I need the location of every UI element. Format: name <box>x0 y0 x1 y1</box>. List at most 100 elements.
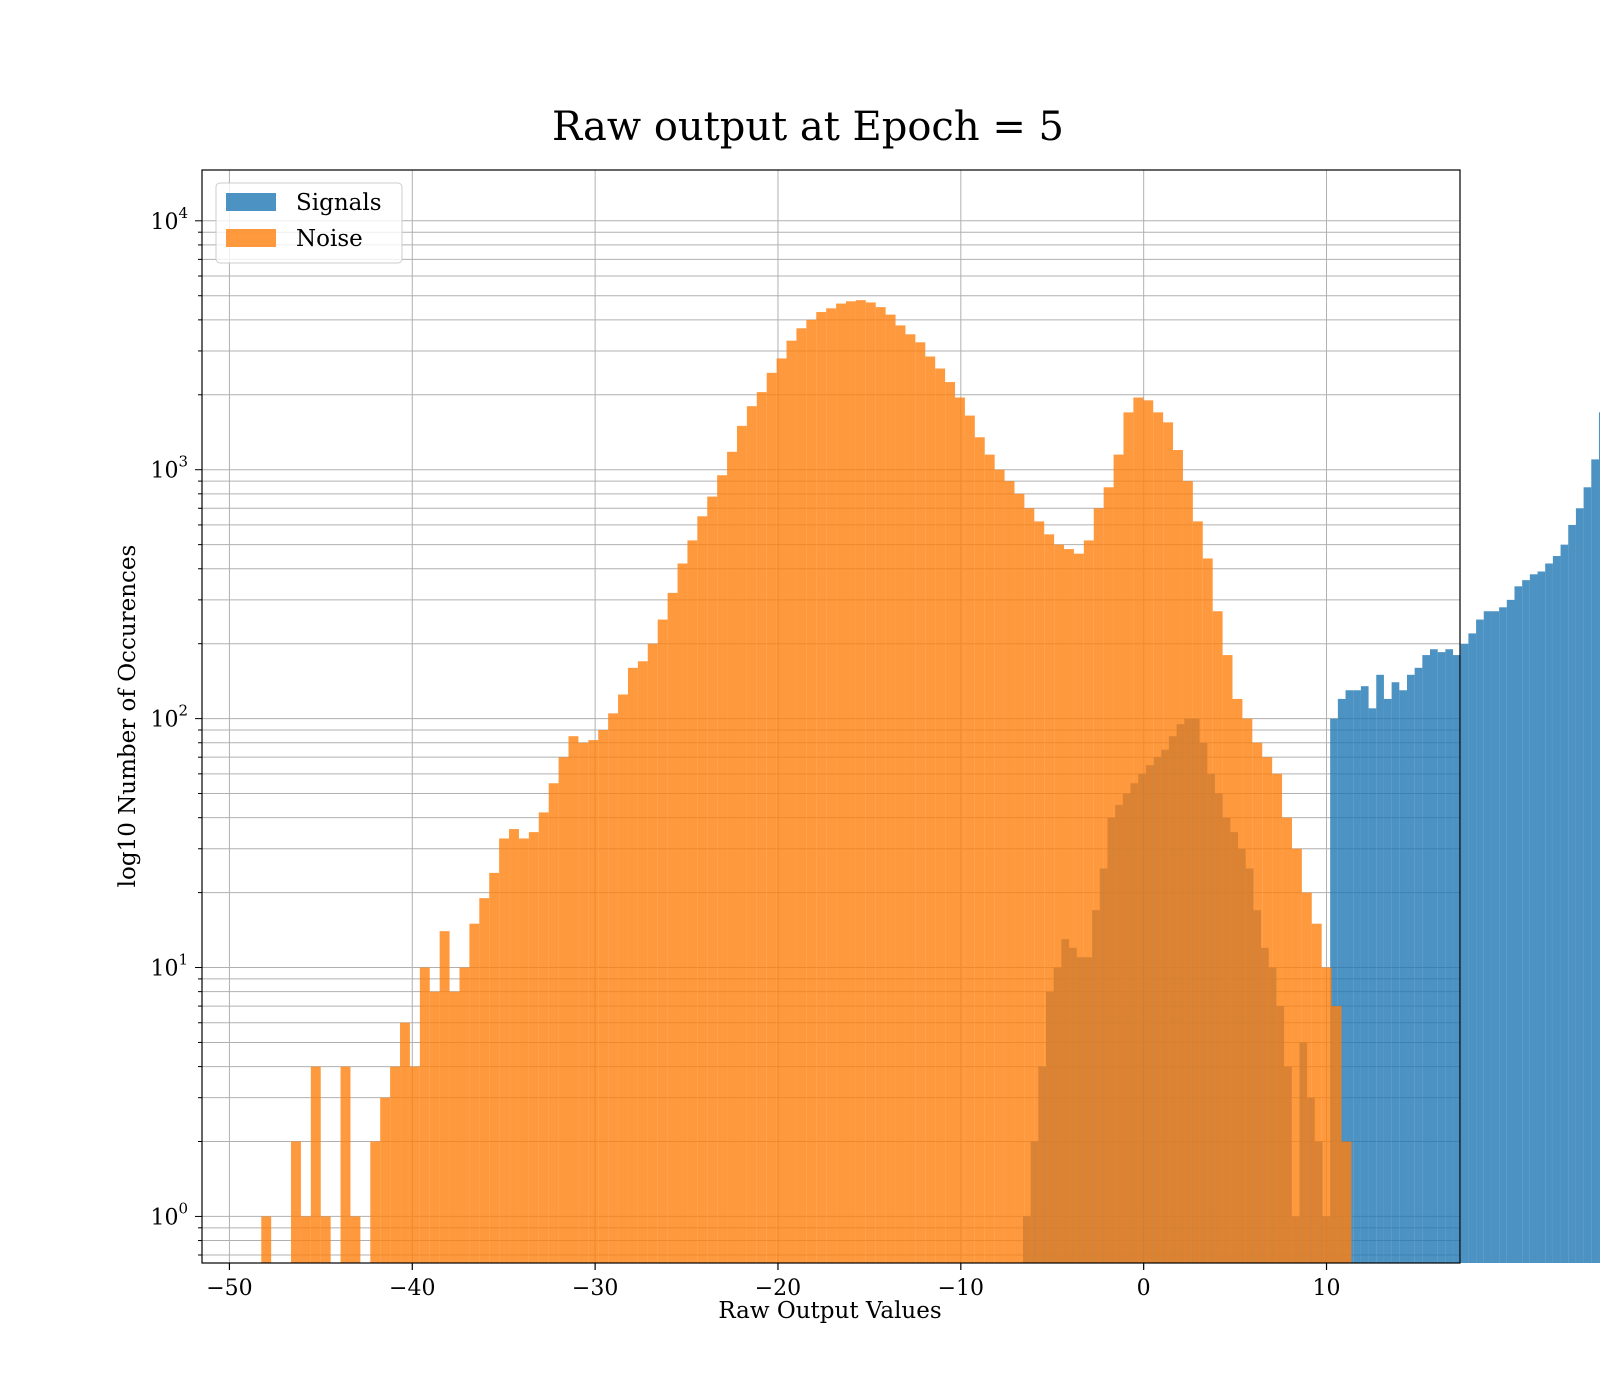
bar-signals-54 <box>1437 652 1446 1263</box>
bar-noise-94 <box>1182 481 1193 1263</box>
bar-noise-80 <box>1044 534 1055 1263</box>
bar-noise-35 <box>598 730 609 1263</box>
bar-noise-69 <box>935 368 946 1263</box>
bar-noise-101 <box>1252 742 1263 1263</box>
bar-noise-38 <box>627 667 638 1263</box>
bar-noise-59 <box>836 303 846 1263</box>
bar-signals-52 <box>1422 655 1431 1263</box>
bar-signals-40 <box>1330 718 1338 1263</box>
bar-noise-17 <box>419 967 430 1263</box>
bar-noise-62 <box>865 302 876 1263</box>
bar-noise-26 <box>509 829 519 1263</box>
bar-signals-64 <box>1514 586 1523 1263</box>
x-axis-ticks: −50 −40 −30 −20 −10 0 10 <box>206 1263 1341 1301</box>
bars <box>261 300 1600 1264</box>
bar-noise-32 <box>568 736 579 1263</box>
bar-noise-99 <box>1232 698 1243 1263</box>
bar-noise-91 <box>1153 412 1164 1263</box>
bar-signals-58 <box>1468 633 1477 1263</box>
bar-noise-22 <box>469 923 480 1263</box>
bar-noise-82 <box>1064 549 1074 1263</box>
bar-signals-60 <box>1483 611 1492 1263</box>
bar-noise-83 <box>1073 553 1084 1263</box>
bar-noise-40 <box>647 643 658 1263</box>
bar-noise-44 <box>687 540 698 1263</box>
bar-noise-70 <box>945 382 956 1263</box>
bar-noise-81 <box>1054 544 1065 1263</box>
bar-noise-73 <box>974 437 985 1263</box>
bar-noise-72 <box>964 415 975 1263</box>
bar-noise-43 <box>677 563 688 1263</box>
bar-noise-41 <box>657 619 668 1263</box>
y-tick-label-1: 101 <box>150 951 188 982</box>
bar-noise-103 <box>1272 773 1283 1263</box>
bar-signals-69 <box>1552 556 1561 1263</box>
bar-noise-20 <box>449 991 460 1263</box>
y-axis-label: log10 Number of Occurences <box>115 545 141 888</box>
bar-signals-44 <box>1360 686 1369 1263</box>
bar-noise-84 <box>1083 540 1094 1263</box>
bar-noise-15 <box>400 1022 410 1263</box>
bar-noise-48 <box>727 451 737 1263</box>
bar-noise-7 <box>320 1216 331 1263</box>
bar-noise-105 <box>1291 848 1302 1263</box>
bar-signals-53 <box>1430 649 1438 1263</box>
series-noise <box>261 300 1352 1264</box>
legend-label-noise: Noise <box>296 226 363 252</box>
bar-noise-46 <box>707 496 718 1264</box>
bar-noise-79 <box>1034 521 1045 1263</box>
bar-signals-48 <box>1391 682 1400 1263</box>
bar-noise-74 <box>984 454 995 1263</box>
bar-signals-66 <box>1529 574 1538 1263</box>
bar-signals-62 <box>1499 607 1507 1263</box>
bar-noise-13 <box>380 1097 391 1263</box>
bar-noise-85 <box>1093 508 1104 1264</box>
bar-noise-71 <box>955 397 965 1263</box>
bar-noise-49 <box>736 425 747 1263</box>
bar-signals-50 <box>1406 674 1415 1263</box>
bar-noise-104 <box>1282 817 1292 1263</box>
bar-signals-75 <box>1598 412 1600 1263</box>
bar-noise-102 <box>1262 757 1273 1263</box>
bar-noise-14 <box>390 1066 401 1263</box>
bar-noise-12 <box>370 1141 381 1263</box>
bar-noise-92 <box>1163 422 1174 1264</box>
bar-noise-110 <box>1341 1141 1352 1263</box>
x-tick-label-6: 10 <box>1313 1276 1341 1301</box>
bar-signals-51 <box>1414 667 1423 1263</box>
legend: Signals Noise <box>215 182 403 264</box>
bar-noise-6 <box>310 1066 321 1263</box>
bar-noise-1 <box>261 1216 272 1263</box>
bar-noise-75 <box>994 469 1005 1263</box>
bar-noise-51 <box>756 392 767 1264</box>
bar-noise-58 <box>826 308 837 1263</box>
bar-signals-74 <box>1591 459 1599 1264</box>
y-tick-label-4: 104 <box>150 204 188 235</box>
bar-signals-73 <box>1583 487 1592 1264</box>
bar-noise-21 <box>459 967 470 1263</box>
bar-noise-93 <box>1173 450 1183 1263</box>
bar-noise-63 <box>875 307 886 1263</box>
bar-noise-76 <box>1004 481 1015 1263</box>
bar-noise-77 <box>1014 493 1025 1264</box>
bar-noise-98 <box>1222 655 1233 1263</box>
bar-noise-16 <box>409 1066 420 1263</box>
bar-noise-45 <box>697 516 708 1263</box>
x-tick-label-5: 0 <box>1137 1276 1151 1301</box>
bar-signals-61 <box>1491 611 1500 1263</box>
bar-noise-50 <box>746 406 757 1264</box>
bar-signals-56 <box>1453 655 1461 1263</box>
bar-noise-39 <box>637 661 648 1263</box>
bar-signals-71 <box>1568 524 1576 1263</box>
bar-noise-37 <box>618 694 628 1263</box>
y-tick-label-0: 100 <box>150 1199 188 1230</box>
bar-noise-25 <box>499 838 510 1263</box>
bar-signals-43 <box>1353 690 1361 1263</box>
bar-noise-29 <box>538 812 549 1263</box>
bar-noise-10 <box>350 1216 361 1263</box>
bar-noise-95 <box>1192 521 1203 1263</box>
bar-noise-30 <box>548 783 559 1263</box>
bar-signals-59 <box>1476 619 1484 1263</box>
x-tick-label-0: −50 <box>206 1276 252 1301</box>
